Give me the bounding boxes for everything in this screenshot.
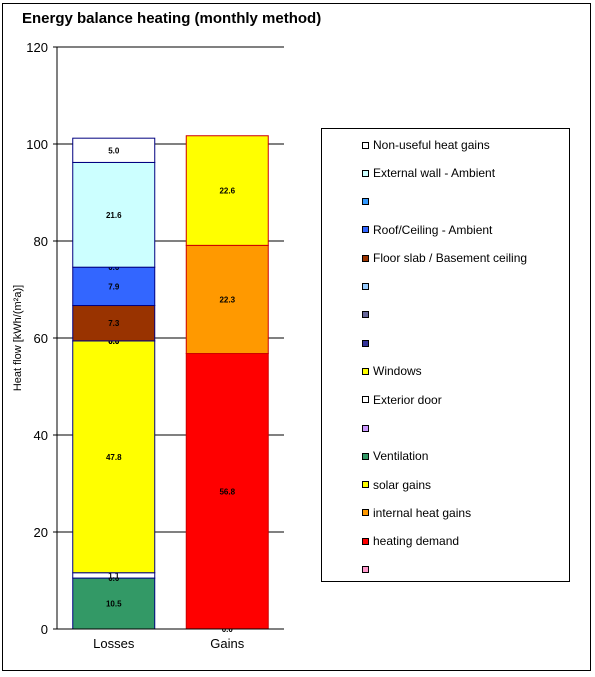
legend-entry xyxy=(362,420,373,436)
legend-swatch xyxy=(362,452,369,460)
legend-label: Roof/Ceiling - Ambient xyxy=(373,222,493,237)
legend-label: solar gains xyxy=(373,477,432,492)
bar-stacks: 10.50.01.147.80.00.00.07.37.90.021.65.00… xyxy=(72,135,269,634)
bar-value-label: 21.6 xyxy=(106,211,122,220)
legend-swatch xyxy=(362,566,369,573)
legend-swatch xyxy=(362,311,369,319)
legend-entry: heating demand xyxy=(362,533,459,549)
legend: Non-useful heat gains External wall - Amb… xyxy=(321,128,570,582)
legend-entry: External wall - Ambient xyxy=(362,165,495,181)
legend-swatch xyxy=(362,226,369,234)
y-tick-label: 60 xyxy=(34,331,48,346)
y-tick-label: 80 xyxy=(34,234,48,249)
legend-entry: Windows xyxy=(362,363,422,379)
legend-entry: Non-useful heat gains xyxy=(362,137,490,153)
chart-title: Energy balance heating (monthly method) xyxy=(22,10,322,27)
legend-entry: Roof/Ceiling - Ambient xyxy=(362,222,492,238)
legend-label: Non-useful heat gains xyxy=(373,138,490,152)
y-tick-label: 100 xyxy=(26,137,48,152)
bar-segment xyxy=(72,266,156,307)
bar-value-label: 1.1 xyxy=(108,571,120,580)
axes: 0 20 40 60 80 100 120 Losses Gains xyxy=(26,40,284,651)
legend-swatch xyxy=(362,198,369,206)
bar-value-label: 56.8 xyxy=(219,487,235,496)
bar-value-label: 5.0 xyxy=(108,146,120,155)
bar-value-label: 7.9 xyxy=(108,282,120,291)
x-tick-label: Losses xyxy=(93,636,135,651)
bar-segment xyxy=(72,137,156,163)
legend-swatch xyxy=(362,367,369,375)
legend-swatch xyxy=(362,283,369,290)
legend-swatch xyxy=(362,339,369,347)
legend-label: Floor slab / Basement ceiling xyxy=(373,251,528,266)
legend-label: Ventilation xyxy=(373,449,429,464)
legend-entry xyxy=(362,279,373,295)
legend-swatch xyxy=(362,424,369,432)
legend-swatch xyxy=(362,254,369,262)
legend-entry: Floor slab / Basement ceiling xyxy=(362,250,527,266)
legend-entry xyxy=(362,562,373,578)
bar-value-label: 0.0 xyxy=(108,574,120,583)
legend-entry: solar gains xyxy=(362,477,431,493)
x-tick-label: Gains xyxy=(210,636,244,651)
bar-segment xyxy=(72,577,156,630)
legend-label: Windows xyxy=(373,364,422,379)
bar-value-label: 47.8 xyxy=(106,453,122,462)
legend-label: External wall - Ambient xyxy=(373,166,496,181)
legend-entry: Exterior door xyxy=(362,392,442,408)
bar-segment xyxy=(185,244,269,355)
legend-swatch xyxy=(362,169,369,177)
bar-value-label: 22.6 xyxy=(219,187,235,196)
legend-entry xyxy=(362,194,373,210)
legend-entry: internal heat gains xyxy=(362,505,471,521)
bar-value-label: 0.0 xyxy=(108,263,120,272)
y-tick-label: 120 xyxy=(26,40,48,55)
bar-segment xyxy=(185,135,269,246)
bar-value-label: 10.5 xyxy=(106,600,122,609)
bar-segment xyxy=(72,305,156,342)
bar-value-label: 7.3 xyxy=(108,319,120,328)
y-axis-title: Heat flow [kWh/(m²a)] xyxy=(12,285,24,391)
legend-label: heating demand xyxy=(373,534,460,549)
bar-value-label: 22.3 xyxy=(219,295,235,304)
legend-label: internal heat gains xyxy=(373,505,472,520)
legend-swatch xyxy=(362,141,369,149)
y-tick-label: 20 xyxy=(34,525,48,540)
legend-entry: Ventilation xyxy=(362,448,428,464)
legend-entry xyxy=(362,307,373,323)
y-tick-label: 40 xyxy=(34,428,48,443)
legend-swatch xyxy=(362,537,369,545)
bar-segment xyxy=(185,353,269,630)
legend-entry xyxy=(362,335,373,351)
bar-segment xyxy=(72,161,156,268)
legend-swatch xyxy=(362,481,369,489)
legend-label: Exterior door xyxy=(373,392,442,407)
y-tick-label: 0 xyxy=(41,622,48,637)
legend-swatch xyxy=(362,509,369,517)
legend-swatch xyxy=(362,396,369,404)
